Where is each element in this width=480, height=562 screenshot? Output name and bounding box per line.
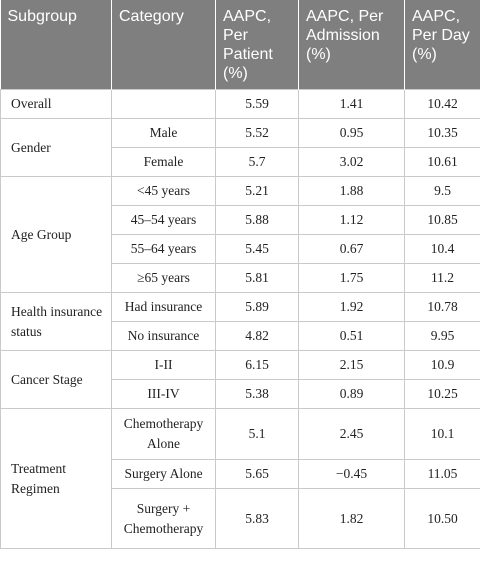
per-day-cell: 9.5 (404, 176, 480, 206)
per-day-cell: 10.50 (404, 488, 480, 549)
per-patient-cell: 5.59 (215, 89, 299, 119)
table-row: 55–64 years 5.45 0.67 10.4 (1, 234, 480, 264)
category-cell: Had insurance (111, 292, 216, 322)
per-day-cell: 10.61 (404, 147, 480, 177)
per-admission-cell: 1.75 (298, 263, 405, 293)
per-patient-cell: 5.52 (215, 118, 299, 148)
per-patient-cell: 5.38 (215, 379, 299, 409)
category-cell: Female (111, 147, 216, 177)
per-day-cell: 10.25 (404, 379, 480, 409)
header-row: Subgroup Category AAPC, Per Patient (%) … (0, 0, 480, 90)
header-per-day: AAPC, Per Day (%) (404, 0, 480, 90)
per-patient-cell: 4.82 (215, 321, 299, 351)
table-row: 45–54 years 5.88 1.12 10.85 (1, 205, 480, 235)
category-cell: No insurance (111, 321, 216, 351)
per-admission-cell: 1.12 (298, 205, 405, 235)
subgroup-cell: Treatment Regimen (0, 408, 112, 549)
per-day-cell: 10.78 (404, 292, 480, 322)
per-admission-cell: 1.41 (298, 89, 405, 119)
per-admission-cell: 1.82 (298, 488, 405, 549)
category-cell: Surgery + Chemotherapy (111, 488, 216, 549)
subgroup-cell: Gender (0, 118, 112, 177)
table-row: Female 5.7 3.02 10.61 (1, 147, 480, 177)
per-patient-cell: 6.15 (215, 350, 299, 380)
header-per-admission: AAPC, Per Admission (%) (298, 0, 405, 90)
category-cell: 55–64 years (111, 234, 216, 264)
header-category: Category (111, 0, 216, 90)
per-patient-cell: 5.88 (215, 205, 299, 235)
table-row: Age Group <45 years 5.21 1.88 9.5 (0, 176, 480, 293)
subgroup-cell: Cancer Stage (0, 350, 112, 409)
table-row: Surgery Alone 5.65 −0.45 11.05 (1, 459, 480, 489)
category-cell: Chemotherapy Alone (111, 408, 216, 460)
table-row: Surgery + Chemotherapy 5.83 1.82 10.50 (1, 488, 480, 549)
per-day-cell: 10.85 (404, 205, 480, 235)
per-day-cell: 10.42 (404, 89, 480, 119)
per-patient-cell: 5.89 (215, 292, 299, 322)
per-patient-cell: 5.83 (215, 488, 299, 549)
table-row: Treatment Regimen Chemotherapy Alone 5.1… (0, 408, 480, 549)
header-per-patient: AAPC, Per Patient (%) (215, 0, 299, 90)
table-row: Cancer Stage I-II 6.15 2.15 10.9 (0, 350, 480, 409)
category-cell: Surgery Alone (111, 459, 216, 489)
per-admission-cell: 2.45 (298, 408, 405, 460)
category-cell: 45–54 years (111, 205, 216, 235)
per-day-cell: 9.95 (404, 321, 480, 351)
per-admission-cell: 2.15 (298, 350, 405, 380)
per-patient-cell: 5.21 (215, 176, 299, 206)
per-patient-cell: 5.1 (215, 408, 299, 460)
subgroup-cell: Overall (0, 89, 112, 119)
category-cell: ≥65 years (111, 263, 216, 293)
category-cell: III-IV (111, 379, 216, 409)
per-admission-cell: 3.02 (298, 147, 405, 177)
per-day-cell: 10.9 (404, 350, 480, 380)
per-admission-cell: 0.51 (298, 321, 405, 351)
per-day-cell: 11.2 (404, 263, 480, 293)
category-cell: I-II (111, 350, 216, 380)
subgroup-cell: Age Group (0, 176, 112, 293)
table-row: Gender Male 5.52 0.95 10.35 (0, 118, 480, 177)
per-patient-cell: 5.7 (215, 147, 299, 177)
category-cell: Male (111, 118, 216, 148)
category-cell: <45 years (111, 176, 216, 206)
table-row: No insurance 4.82 0.51 9.95 (1, 321, 480, 351)
per-admission-cell: 0.67 (298, 234, 405, 264)
header-subgroup: Subgroup (0, 0, 112, 90)
per-day-cell: 11.05 (404, 459, 480, 489)
per-day-cell: 10.35 (404, 118, 480, 148)
per-admission-cell: 0.89 (298, 379, 405, 409)
subgroup-cell: Health insurance status (0, 292, 112, 351)
per-patient-cell: 5.81 (215, 263, 299, 293)
aapc-table: Subgroup Category AAPC, Per Patient (%) … (0, 0, 480, 549)
per-patient-cell: 5.45 (215, 234, 299, 264)
table-row: III-IV 5.38 0.89 10.25 (1, 379, 480, 409)
per-admission-cell: 0.95 (298, 118, 405, 148)
table-row: ≥65 years 5.81 1.75 11.2 (1, 263, 480, 293)
category-cell (111, 89, 216, 119)
per-admission-cell: −0.45 (298, 459, 405, 489)
table-row: Overall 5.59 1.41 10.42 (0, 89, 480, 119)
per-admission-cell: 1.92 (298, 292, 405, 322)
table-row: Health insurance status Had insurance 5.… (0, 292, 480, 351)
per-patient-cell: 5.65 (215, 459, 299, 489)
per-day-cell: 10.1 (404, 408, 480, 460)
per-admission-cell: 1.88 (298, 176, 405, 206)
per-day-cell: 10.4 (404, 234, 480, 264)
